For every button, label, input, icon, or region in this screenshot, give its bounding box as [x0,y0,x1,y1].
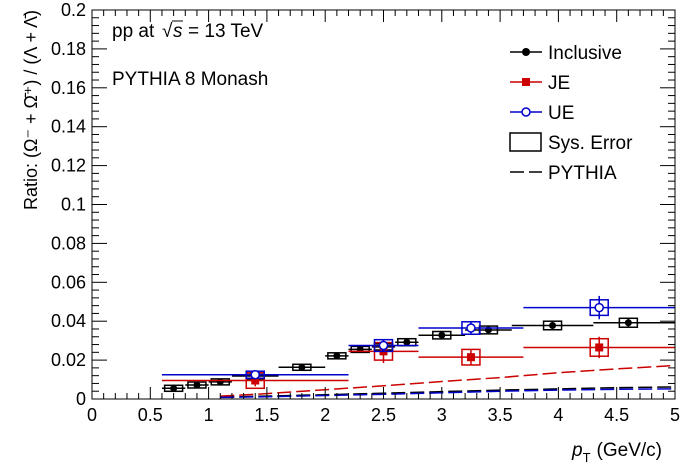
x-tick-label: 2 [320,405,330,425]
x-tick-label: 1 [204,405,214,425]
point-ue-3 [523,295,675,320]
marker-inclusive [438,331,446,339]
y-axis-title: Ratio: (Ω⁻ + Ω̄⁺) / (Λ + Λ̄) [21,10,41,210]
legend-sys-error-box [509,132,542,152]
point-ue-1 [348,338,419,353]
annotation-energy-value: = 13 TeV [188,21,264,42]
marker-inclusive [170,384,178,392]
y-tick-label: 0.02 [51,350,86,370]
x-tick-label: 5 [670,405,680,425]
x-axis-title: pT (GeV/c) [571,440,662,465]
y-tick-label: 0.04 [51,311,86,331]
legend-label-sys-error: Sys. Error [548,133,633,154]
y-tick-label: 0.12 [51,156,86,176]
annotation-sqrt-symbol: √ [162,21,173,42]
point-inclusive-1 [185,381,209,389]
marker-je [595,343,604,352]
marker-ue [466,323,476,333]
y-tick-label: 0.14 [51,117,86,137]
annotation-generator: PYTHIA 8 Monash [112,69,268,90]
x-tick-label: 0.5 [138,405,163,425]
y-tick-label: 0 [76,389,86,409]
point-inclusive-9 [418,330,466,340]
x-tick-label: 3.5 [488,405,513,425]
marker-inclusive [216,378,224,386]
legend: Inclusive JE UE Sys. Error PYTHIA [509,43,633,184]
point-inclusive-4 [278,363,326,372]
point-ue-2 [418,321,524,335]
x-tick-label: 4.5 [604,405,629,425]
pythia-curve-2 [220,388,675,399]
y-tick-label: 0.2 [61,0,86,20]
marker-inclusive [549,321,557,329]
x-tick-label: 1.5 [254,405,279,425]
legend-item-inclusive: Inclusive [510,43,622,64]
annotation-energy-s: s [173,21,183,42]
y-tick-label: 0.18 [51,39,86,59]
marker-ue [250,369,260,380]
y-tick-label: 0.08 [51,233,86,253]
marker-inclusive [298,363,306,371]
point-je-3 [523,336,675,359]
marker-ue [378,340,389,351]
annotation-energy-prefix: pp at [112,21,155,42]
y-tick-label: 0.1 [61,195,86,215]
marker-ue [594,302,604,313]
marker-inclusive [333,352,341,360]
legend-label-inclusive: Inclusive [548,43,622,64]
point-inclusive-2 [208,378,232,386]
legend-label-je: JE [548,73,570,94]
legend-item-pythia: PYTHIA [510,163,617,184]
x-tick-label: 3 [437,405,447,425]
legend-inclusive-marker [522,48,530,56]
point-ue-0 [161,369,349,380]
point-inclusive-6 [348,345,372,354]
plot-series-group [161,295,675,399]
legend-ue-marker [521,107,531,117]
y-tick-label: 0.06 [51,272,86,292]
point-inclusive-0 [161,384,186,393]
marker-inclusive [403,338,411,346]
point-inclusive-12 [593,317,675,328]
marker-je [251,376,260,385]
point-inclusive-8 [395,337,419,347]
marker-inclusive [193,381,201,389]
legend-item-ue: UE [510,103,574,124]
y-tick-label: 0.16 [51,78,86,98]
legend-label-pythia: PYTHIA [548,163,617,184]
marker-inclusive [624,319,632,327]
legend-item-je: JE [510,73,570,94]
point-je-2 [418,348,524,366]
point-inclusive-11 [511,320,594,331]
pythia-curve-1 [220,364,675,397]
axes: 0 0.5 1 1.5 2 2.5 3 3.5 4 4.5 5 0 0.02 0.04 0.06 0.08 0.… [51,0,680,425]
x-tick-label: 2.5 [371,405,396,425]
marker-je [466,353,475,362]
plot-content [161,295,675,399]
point-inclusive-5 [325,352,349,360]
x-tick-label: 0 [87,405,97,425]
x-tick-label: 4 [553,405,563,425]
legend-je-marker [522,78,530,86]
legend-label-ue: UE [548,103,574,124]
legend-item-sys-error: Sys. Error [509,132,633,154]
